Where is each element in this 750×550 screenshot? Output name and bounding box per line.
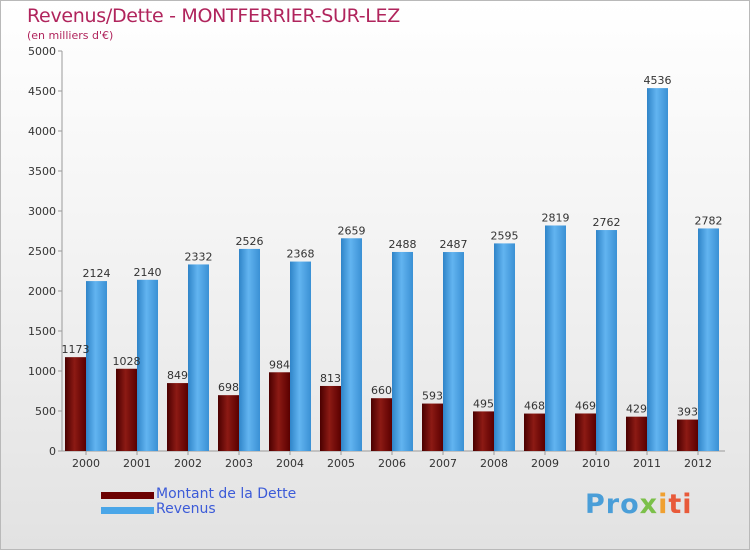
data-label-revenus: 2595: [491, 229, 519, 242]
y-tick-label: 2000: [28, 285, 56, 298]
legend-swatch-dette: [101, 492, 154, 499]
data-label-revenus: 2782: [695, 214, 723, 227]
y-tick-label: 1000: [28, 365, 56, 378]
x-tick-label: 2011: [633, 457, 661, 470]
data-label-dette: 813: [320, 372, 341, 385]
y-tick-label: 3500: [28, 165, 56, 178]
chart-title: Revenus/Dette - MONTFERRIER-SUR-LEZ: [27, 5, 400, 27]
x-tick-label: 2007: [429, 457, 457, 470]
x-tick-label: 2008: [480, 457, 508, 470]
legend-label-dette: Montant de la Dette: [156, 486, 297, 502]
bar-revenus: [392, 251, 413, 451]
bar-dette: [269, 372, 290, 451]
data-label-revenus: 2488: [389, 238, 417, 251]
bar-revenus: [698, 228, 719, 451]
bar-dette: [167, 383, 188, 451]
bar-revenus: [545, 225, 566, 451]
y-tick-label: 5000: [28, 45, 56, 58]
bar-dette: [65, 357, 86, 451]
data-label-revenus: 2140: [134, 266, 162, 279]
data-label-revenus: 2124: [83, 267, 111, 280]
bar-dette: [524, 413, 545, 451]
y-tick-label: 2500: [28, 245, 56, 258]
bar-dette: [575, 413, 596, 451]
bar-dette: [626, 416, 647, 451]
bar-revenus: [86, 281, 107, 451]
x-tick-label: 2010: [582, 457, 610, 470]
data-label-revenus: 2368: [287, 248, 315, 261]
bar-dette: [677, 419, 698, 451]
data-label-dette: 429: [626, 403, 647, 416]
x-tick-label: 2003: [225, 457, 253, 470]
x-tick-label: 2009: [531, 457, 559, 470]
data-label-revenus: 2526: [236, 235, 264, 248]
proxiti-logo: Proxiti: [585, 489, 693, 520]
bar-revenus: [239, 248, 260, 451]
bar-dette: [422, 403, 443, 451]
bar-revenus: [494, 243, 515, 451]
y-tick-label: 4500: [28, 85, 56, 98]
legend-label-revenus: Revenus: [156, 501, 216, 517]
data-label-revenus: 4536: [644, 74, 672, 87]
y-tick-label: 4000: [28, 125, 56, 138]
data-label-revenus: 2762: [593, 216, 621, 229]
data-label-dette: 849: [167, 369, 188, 382]
bar-dette: [320, 385, 341, 451]
data-label-dette: 469: [575, 399, 596, 412]
y-tick-label: 1500: [28, 325, 56, 338]
data-label-dette: 984: [269, 358, 290, 371]
x-tick-label: 2001: [123, 457, 151, 470]
bar-revenus: [188, 264, 209, 451]
bar-revenus: [596, 230, 617, 451]
data-label-dette: 468: [524, 400, 545, 413]
bar-dette: [473, 411, 494, 451]
bar-revenus: [341, 238, 362, 451]
x-tick-label: 2002: [174, 457, 202, 470]
data-label-dette: 495: [473, 397, 494, 410]
legend-swatch-revenus: [101, 507, 154, 514]
chart-subtitle: (en milliers d'€): [27, 29, 114, 42]
x-tick-label: 2004: [276, 457, 304, 470]
bar-revenus: [443, 252, 464, 451]
x-tick-label: 2012: [684, 457, 712, 470]
bar-dette: [371, 398, 392, 451]
data-label-dette: 1173: [62, 343, 90, 356]
bar-revenus: [290, 261, 311, 451]
data-label-revenus: 2659: [338, 224, 366, 237]
x-tick-label: 2000: [72, 457, 100, 470]
x-tick-label: 2005: [327, 457, 355, 470]
y-tick-label: 0: [49, 445, 56, 458]
bar-dette: [218, 395, 239, 451]
y-tick-label: 500: [35, 405, 56, 418]
bar-dette: [116, 368, 137, 451]
data-label-dette: 660: [371, 384, 392, 397]
bar-revenus: [647, 88, 668, 452]
data-label-dette: 1028: [113, 355, 141, 368]
data-label-revenus: 2819: [542, 211, 570, 224]
data-label-revenus: 2487: [440, 238, 468, 251]
data-label-dette: 393: [677, 406, 698, 419]
x-tick-label: 2006: [378, 457, 406, 470]
data-label-revenus: 2332: [185, 250, 213, 263]
data-label-dette: 698: [218, 381, 239, 394]
bar-revenus: [137, 279, 158, 451]
y-tick-label: 3000: [28, 205, 56, 218]
data-label-dette: 593: [422, 390, 443, 403]
